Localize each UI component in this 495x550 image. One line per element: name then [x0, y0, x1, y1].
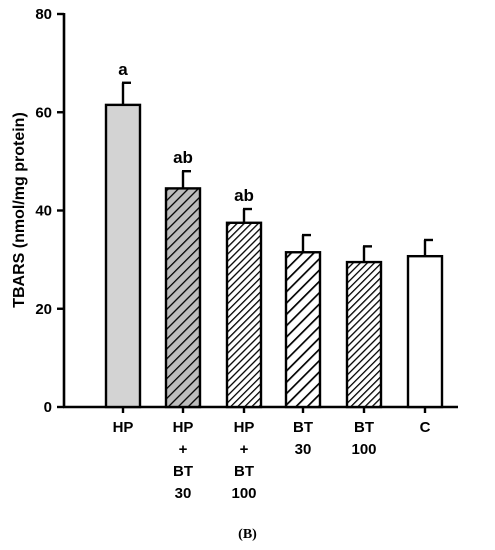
y-axis: 0 20 40 60 80 [35, 6, 66, 416]
bar [164, 187, 202, 409]
x-tick-label: BT [293, 419, 313, 436]
y-axis-label: TBARS (nmol/mg protein) [11, 112, 28, 308]
bar [345, 260, 383, 409]
bar-chart: 0 20 40 60 80 a HP ab HP + BT 30 ab HP + BT 100 BT 30 BT 10… [11, 6, 458, 502]
significance-label: ab [173, 148, 193, 167]
bar-group: a HP [104, 60, 142, 436]
y-tick-label: 80 [35, 6, 52, 23]
x-tick-label: BT [234, 463, 254, 480]
x-tick-label: + [240, 441, 249, 458]
significance-label: a [118, 60, 128, 79]
bar [104, 103, 142, 409]
x-tick-label: 100 [351, 441, 376, 458]
x-tick-label: 100 [231, 485, 256, 502]
bar [406, 254, 444, 409]
bars: a HP ab HP + BT 30 ab HP + BT 100 BT 30 BT 100 C [104, 60, 444, 502]
x-tick-label: + [179, 441, 188, 458]
x-tick-label: HP [113, 419, 134, 436]
bar-group: ab HP + BT 30 [164, 148, 202, 502]
y-tick-label: 40 [35, 203, 52, 220]
significance-label: ab [234, 186, 254, 205]
x-tick-label: 30 [175, 485, 192, 502]
y-tick-label: 20 [35, 301, 52, 318]
x-tick-label: BT [354, 419, 374, 436]
bar [284, 251, 322, 409]
x-tick-label: BT [173, 463, 193, 480]
bar-group: ab HP + BT 100 [225, 186, 263, 502]
bar-group: C [406, 238, 444, 436]
bar-group: BT 100 [345, 245, 383, 458]
y-tick-label: 0 [44, 399, 52, 416]
x-tick-label: 30 [295, 441, 312, 458]
panel-label: (B) [238, 527, 257, 542]
bar-group: BT 30 [284, 233, 322, 458]
x-tick-label: HP [173, 419, 194, 436]
x-tick-label: HP [234, 419, 255, 436]
y-tick-label: 60 [35, 104, 52, 121]
x-tick-label: C [420, 419, 431, 436]
bar [225, 221, 263, 409]
